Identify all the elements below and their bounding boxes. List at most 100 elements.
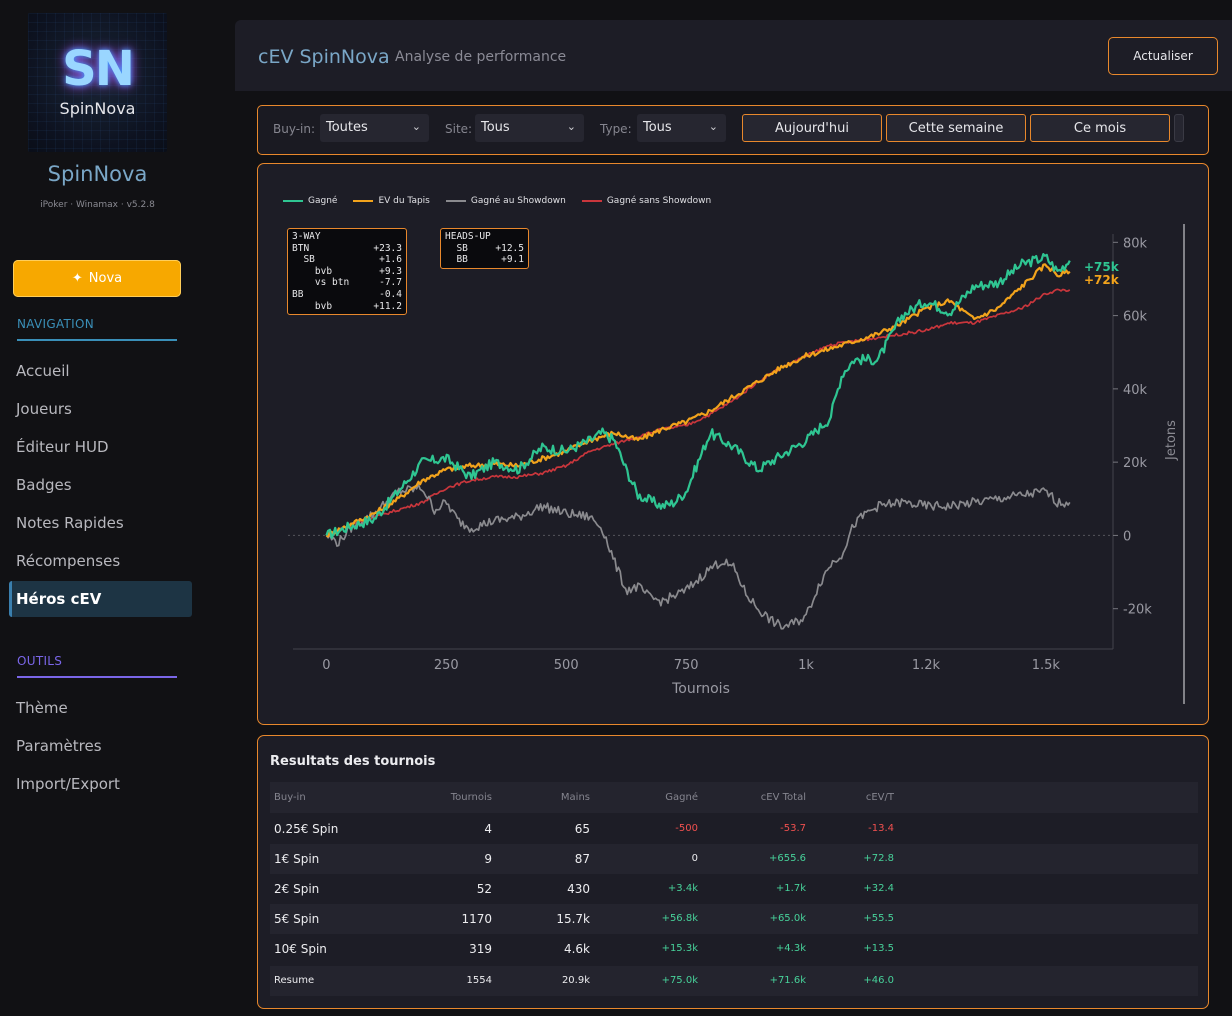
info-row-value: +9.3 (379, 265, 402, 277)
nav-item-editeur-hud[interactable]: Éditeur HUD (16, 438, 109, 456)
col-header-cev-t[interactable]: cEV/T (865, 792, 894, 803)
cell-cev-total: -53.7 (780, 823, 806, 834)
col-header-cev-total[interactable]: cEV Total (760, 792, 806, 803)
logo-wordmark: SpinNova (59, 99, 136, 118)
nav-item-heros-cev[interactable]: Héros cEV (16, 590, 102, 608)
info-box-row: bvb +9.3 (292, 266, 402, 278)
series-line-showdown[interactable] (325, 483, 1071, 630)
cell-buyin: 5€ Spin (274, 912, 320, 926)
cell-mains: 4.6k (563, 942, 590, 956)
app-logo: SN SpinNova (28, 13, 167, 152)
col-header-mains[interactable]: Mains (560, 792, 590, 803)
nav-item-badges[interactable]: Badges (16, 476, 72, 494)
chevron-down-icon: ⌄ (708, 120, 718, 133)
period-month-button[interactable]: Ce mois (1030, 114, 1170, 142)
cell-cev-t: +46.0 (863, 975, 894, 986)
table-header: Buy-in Tournois Mains Gagné cEV Total cE… (270, 782, 1198, 813)
info-row-key: SB (445, 242, 468, 254)
cell-buyin: 0.25€ Spin (274, 822, 339, 836)
cell-cev-total: +655.6 (768, 853, 806, 864)
info-row-value: +1.6 (379, 254, 402, 266)
table-summary-row[interactable]: Resume 1554 20.9k +75.0k +71.6k +46.0 (270, 966, 1198, 996)
info-box-row: BTN +23.3 (292, 243, 402, 255)
info-row-key: SB (292, 254, 315, 266)
nav-item-theme[interactable]: Thème (16, 699, 68, 717)
info-box-row: BB -0.4 (292, 289, 402, 301)
period-more-button[interactable] (1174, 114, 1184, 142)
cell-tournois: 1170 (461, 912, 492, 926)
legend-item[interactable]: EV du Tapis (353, 196, 430, 206)
cell-mains: 15.7k (556, 912, 590, 926)
cell-mains: 20.9k (561, 975, 590, 986)
x-tick-label: 500 (554, 658, 579, 673)
buyin-select[interactable]: Toutes ⌄ (320, 114, 429, 142)
info-row-key: bvb (292, 300, 333, 312)
cell-gagne: +15.3k (661, 943, 698, 954)
period-today-button[interactable]: Aujourd'hui (742, 114, 882, 142)
info-row-key: bvb (292, 265, 333, 277)
table-row[interactable]: 1€ Spin 9 87 0 +655.6 +72.8 (270, 844, 1198, 874)
cell-mains: 87 (574, 852, 590, 866)
buyin-select-value: Toutes (326, 120, 368, 135)
cell-cev-t: +72.8 (863, 853, 894, 864)
app-version: iPoker · Winamax · v5.2.8 (40, 200, 155, 210)
nova-button[interactable]: ✦ Nova (13, 260, 181, 297)
info-box-row: SB +12.5 (445, 243, 524, 255)
info-row-value: +23.3 (373, 242, 402, 254)
legend-item[interactable]: Gagné sans Showdown (581, 196, 711, 206)
type-select[interactable]: Tous ⌄ (637, 114, 726, 142)
period-week-button[interactable]: Cette semaine (886, 114, 1026, 142)
page-title: cEV SpinNova (258, 46, 390, 68)
chevron-down-icon: ⌄ (566, 120, 576, 133)
table-row[interactable]: 2€ Spin 52 430 +3.4k +1.7k +32.4 (270, 874, 1198, 904)
refresh-button[interactable]: Actualiser (1108, 37, 1218, 75)
filter-bar: Buy-in: Toutes ⌄ Site: Tous ⌄ Type: Tous… (257, 105, 1209, 155)
col-header-gagne[interactable]: Gagné (665, 792, 698, 803)
nav-item-parametres[interactable]: Paramètres (16, 737, 102, 755)
table-row[interactable]: 0.25€ Spin 4 65 -500 -53.7 -13.4 (270, 814, 1198, 844)
cell-mains: 430 (567, 882, 590, 896)
series-line-gagne[interactable] (325, 253, 1071, 539)
navigation-section-title: NAVIGATION (17, 317, 95, 331)
x-axis-label: Tournois (671, 681, 730, 697)
cell-buyin: 1€ Spin (274, 852, 320, 866)
nav-item-import-export[interactable]: Import/Export (16, 775, 120, 793)
cev-chart-card: Gagné EV du Tapis Gagné au Showdown Gagn… (257, 163, 1209, 725)
type-select-value: Tous (643, 120, 672, 135)
col-header-buyin[interactable]: Buy-in (274, 792, 306, 803)
chart-legend: Gagné EV du Tapis Gagné au Showdown Gagn… (283, 196, 711, 206)
y-tick-label: 80k (1123, 236, 1148, 251)
info-box-row: vs btn -7.7 (292, 277, 402, 289)
col-header-tournois[interactable]: Tournois (450, 792, 492, 803)
site-select[interactable]: Tous ⌄ (475, 114, 584, 142)
cell-tournois: 9 (484, 852, 492, 866)
info-box-row: BB +9.1 (445, 254, 524, 266)
nav-item-recompenses[interactable]: Récompenses (16, 552, 121, 570)
cell-buyin: 2€ Spin (274, 882, 320, 896)
legend-item[interactable]: Gagné au Showdown (445, 196, 566, 206)
x-tick-label: 750 (674, 658, 699, 673)
results-table-title: Resultats des tournois (270, 754, 436, 769)
cell-cev-total: +4.3k (775, 943, 806, 954)
info-row-value: -0.4 (379, 288, 402, 300)
page-header: cEV SpinNova Analyse de performance Actu… (235, 20, 1232, 91)
table-row[interactable]: 5€ Spin 1170 15.7k +56.8k +65.0k +55.5 (270, 904, 1198, 934)
info-row-value: +12.5 (495, 242, 524, 254)
nav-item-notes-rapides[interactable]: Notes Rapides (16, 514, 124, 532)
y-axis-label: Jetons (1164, 420, 1179, 461)
cev-line-chart[interactable]: 0 250 500 750 1k 1.2k 1.5k -20k 0 20k 40k 60k 80k To… (258, 164, 1208, 724)
info-row-value: +11.2 (373, 300, 402, 312)
y-tick-label: 20k (1123, 456, 1148, 471)
x-tick-label: 250 (434, 658, 459, 673)
series-line-ev-tapis[interactable] (325, 263, 1071, 538)
table-row[interactable]: 10€ Spin 319 4.6k +15.3k +4.3k +13.5 (270, 934, 1198, 964)
cell-mains: 65 (574, 822, 590, 836)
site-select-value: Tous (481, 120, 510, 135)
info-box-title: 3-WAY (292, 231, 321, 242)
logo-monogram: SN (62, 41, 135, 97)
legend-item[interactable]: Gagné (283, 196, 337, 206)
nav-item-joueurs[interactable]: Joueurs (16, 400, 72, 418)
x-tick-label: 0 (322, 658, 330, 673)
nav-item-accueil[interactable]: Accueil (16, 362, 70, 380)
series-line-sans-showdown[interactable] (325, 288, 1071, 537)
